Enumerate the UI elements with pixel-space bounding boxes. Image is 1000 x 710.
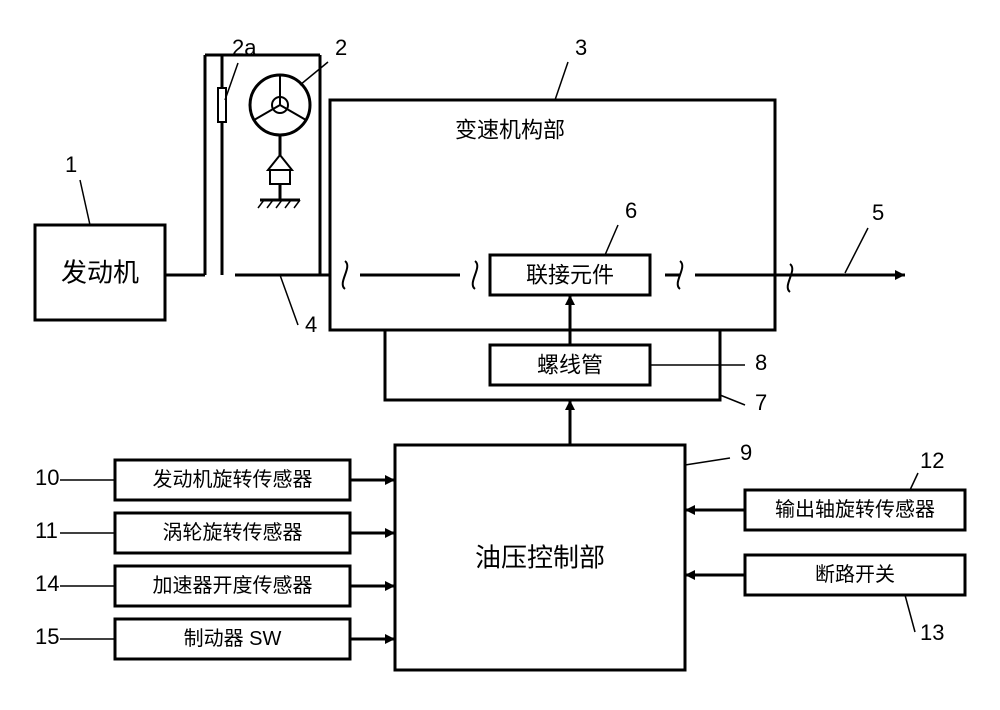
engspeed-label: 发动机旋转传感器	[153, 468, 313, 491]
callout-lead	[910, 473, 918, 490]
engine-number: 1	[65, 152, 77, 177]
callout-lead	[225, 63, 238, 100]
callout-lead	[555, 62, 568, 100]
shaft-break	[343, 261, 348, 289]
ref-2a: 2a	[232, 35, 257, 60]
output-label: 输出轴旋转传感器	[775, 498, 935, 521]
accel-label: 加速器开度传感器	[153, 574, 313, 597]
accel-number: 14	[35, 571, 59, 596]
callout-lead	[685, 458, 730, 465]
ref-4: 4	[305, 312, 317, 337]
engine-label: 发动机	[61, 258, 139, 288]
turbine-number: 11	[35, 518, 58, 543]
brake-label: 制动器 SW	[184, 627, 282, 650]
valvebody-number: 7	[755, 390, 767, 415]
callout-lead	[720, 395, 745, 405]
solenoid-label: 螺线管	[537, 353, 603, 378]
coupling-number: 6	[625, 198, 637, 223]
coupling-label: 联接元件	[526, 263, 614, 288]
solenoid-number: 8	[755, 350, 767, 375]
inhibitor-label: 断路开关	[815, 563, 895, 586]
callout-lead	[300, 62, 328, 85]
turbine-label: 涡轮旋转传感器	[163, 521, 303, 544]
ref-5: 5	[872, 200, 884, 225]
damper-icon	[218, 88, 226, 122]
callout-lead	[905, 595, 915, 632]
output-number: 12	[920, 448, 944, 473]
brake-number: 15	[35, 624, 59, 649]
hydraulic-label: 油压控制部	[475, 543, 605, 573]
shaft-break	[788, 264, 793, 292]
gearbox-label: 变速机构部	[455, 118, 565, 143]
engspeed-number: 10	[35, 465, 59, 490]
callout-lead	[845, 228, 868, 273]
inhibitor-number: 13	[920, 620, 944, 645]
ref-2: 2	[335, 35, 347, 60]
callout-lead	[605, 225, 618, 255]
hydraulic-number: 9	[740, 440, 752, 465]
shaft-break	[473, 261, 478, 289]
callout-lead	[280, 275, 298, 325]
callout-lead	[80, 180, 90, 225]
gearbox-number: 3	[575, 35, 587, 60]
